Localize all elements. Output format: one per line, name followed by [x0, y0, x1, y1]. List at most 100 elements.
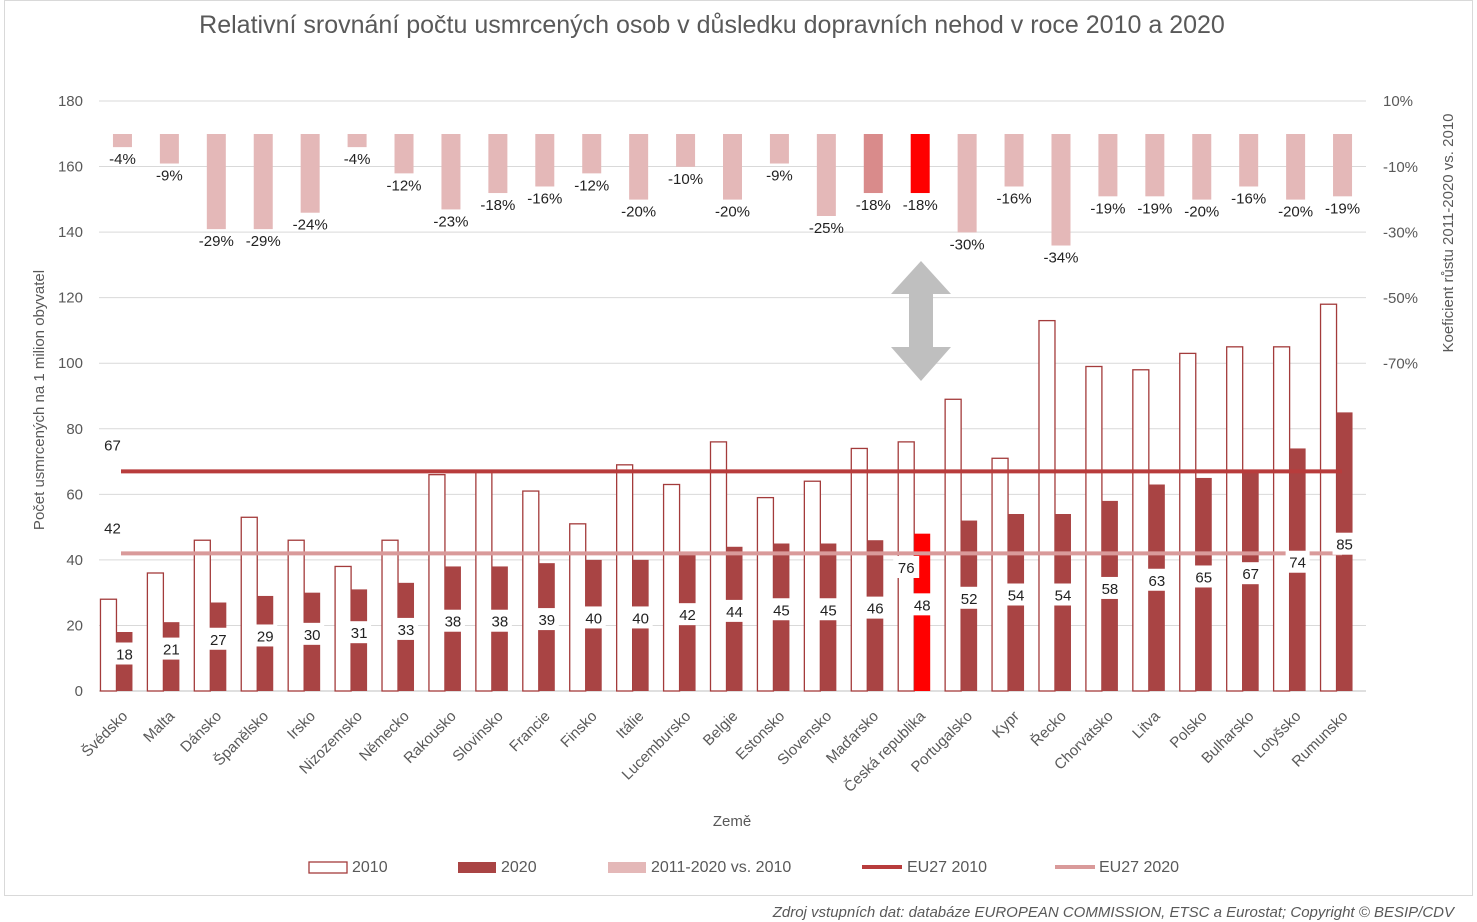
data-label-2020: 38: [445, 614, 462, 631]
chart-frame: [4, 0, 1473, 896]
y-tick-label: 160: [58, 159, 83, 176]
pct-bar: [112, 134, 132, 148]
data-label-bg: [628, 606, 653, 629]
bar-2010: [991, 457, 1009, 692]
data-label-2020: 21: [163, 642, 180, 659]
data-label-2020: 39: [538, 612, 555, 629]
bar-2010: [240, 516, 258, 692]
data-label-2020: 40: [585, 610, 602, 627]
category-label: Polsko: [1167, 708, 1211, 752]
pct-bar: [816, 134, 836, 216]
y-tick-label: 140: [58, 224, 83, 241]
data-label-2020: 18: [116, 647, 133, 664]
data-label-2020: 48: [914, 597, 931, 614]
data-label-bg: [722, 599, 747, 622]
y2-tick-label: -30%: [1383, 224, 1418, 241]
data-label-2020: 45: [773, 602, 790, 619]
pct-label: -10%: [668, 171, 703, 188]
y2-tick-label: -70%: [1383, 356, 1418, 373]
data-label-bg: [253, 624, 278, 647]
category-label: Francie: [506, 708, 553, 755]
data-label-2020: 65: [1195, 569, 1212, 586]
bar-2010: [944, 398, 962, 692]
pct-bar: [253, 134, 273, 230]
pct-bar: [1098, 134, 1118, 197]
data-label-2020: 45: [820, 602, 837, 619]
y2-axis-label: Koeficient růstu 2011-2020 vs. 2010: [1440, 113, 1457, 352]
data-label-bg: [159, 637, 184, 660]
data-label-bg: [863, 596, 888, 619]
data-label-bg: [206, 627, 231, 650]
bar-2010: [193, 539, 211, 692]
pct-label: -19%: [1325, 200, 1360, 217]
pct-bar: [1286, 134, 1306, 200]
pct-label: -18%: [480, 197, 515, 214]
bar-2010: [146, 572, 165, 692]
y-tick-label: 60: [66, 486, 83, 503]
data-label-bg: [675, 603, 700, 626]
bar-2010: [522, 490, 540, 692]
pct-bars: [112, 134, 1353, 246]
pct-label: -16%: [1231, 190, 1266, 207]
data-label-2020: 54: [1055, 588, 1072, 605]
data-label-bg: [534, 608, 559, 631]
cz-2010-label-bg: [893, 556, 920, 578]
bars-2010: [99, 303, 1338, 692]
pct-bar: [723, 134, 742, 200]
data-label-2020: 33: [398, 622, 415, 639]
pct-label: -16%: [997, 190, 1032, 207]
legend-label-pct: 2011-2020 vs. 2010: [651, 859, 791, 876]
data-label-bg: [769, 598, 794, 621]
data-label-bg: [957, 586, 982, 609]
pct-label: -24%: [293, 217, 328, 234]
category-label: Česká republika: [841, 707, 930, 796]
y-axis-label: Počet usmrcených na 1 milion obyvatel: [31, 270, 48, 530]
pct-label: -12%: [387, 177, 422, 194]
pct-label: -16%: [527, 190, 562, 207]
category-label: Řecko: [1028, 708, 1070, 750]
pct-bar: [488, 134, 508, 194]
data-label-2020: 29: [257, 628, 274, 645]
bar-2010: [850, 447, 868, 692]
data-label-2020: 44: [726, 604, 743, 621]
pct-bar: [394, 134, 414, 174]
category-label: Malta: [140, 707, 178, 745]
data-label-bg: [910, 593, 935, 616]
bar-2010: [803, 480, 822, 692]
pct-bar: [769, 134, 789, 164]
pct-bar: [206, 134, 226, 230]
data-label-bg: [112, 642, 137, 665]
pct-bar: [629, 134, 649, 200]
y2-tick-label: -10%: [1383, 159, 1418, 176]
bar-2010: [381, 539, 399, 692]
bar-2010: [475, 470, 493, 692]
pct-bar: [300, 134, 320, 213]
data-label-bg: [816, 598, 841, 621]
data-label-bg: [440, 609, 465, 632]
pct-bar: [1051, 134, 1071, 246]
data-label-bg: [487, 609, 512, 632]
pct-label: -30%: [950, 236, 985, 253]
y-tick-label: 40: [66, 552, 83, 569]
legend-label-2010: 2010: [352, 859, 388, 876]
pct-bar: [1333, 134, 1353, 197]
eu27-2020-value: 42: [104, 520, 121, 537]
data-label-2020: 63: [1148, 573, 1165, 590]
pct-bar: [347, 134, 367, 148]
eu27-lines: [121, 469, 1342, 556]
y2-tick-label: -50%: [1383, 290, 1418, 307]
data-label-bg: [1332, 532, 1357, 555]
bar-2010: [615, 464, 634, 692]
data-label-2020: 30: [304, 627, 321, 644]
y-tick-label: 80: [66, 421, 83, 438]
data-label-bg: [347, 621, 372, 644]
data-label-bg: [300, 622, 325, 645]
y-tick-label: 0: [75, 683, 83, 700]
pct-label: -25%: [809, 220, 844, 237]
data-label-2020: 74: [1289, 555, 1306, 572]
pct-label: -19%: [1137, 200, 1172, 217]
pct-label: -20%: [1278, 204, 1313, 221]
bar-2010: [1179, 352, 1197, 692]
